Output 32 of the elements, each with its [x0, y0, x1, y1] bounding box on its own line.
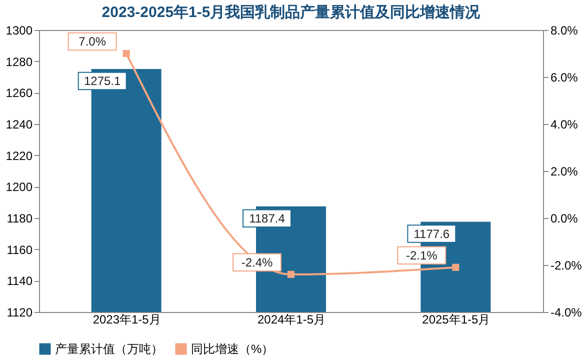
y-tick-label: 1140 — [6, 274, 33, 288]
x-tick-label: 2024年1-5月 — [257, 312, 326, 326]
data-label: 1177.6 — [414, 226, 450, 241]
y2-tick-label: -4.0% — [550, 306, 582, 320]
y2-tick-label: 0.0% — [550, 212, 578, 226]
point — [452, 264, 460, 271]
y-tick-label: 1200 — [6, 180, 33, 194]
y-tick-label: 1260 — [6, 86, 33, 100]
y2-tick-label: 4.0% — [550, 118, 578, 132]
x-tick-label: 2023年1-5月 — [92, 312, 161, 326]
data-label: -2.1% — [406, 248, 438, 262]
point — [287, 270, 295, 278]
y-tick-label: 1160 — [6, 242, 33, 257]
data-label: 7.0% — [78, 34, 106, 48]
y2-tick-label: 8.0% — [550, 24, 578, 38]
data-label: 1187.4 — [249, 211, 286, 226]
y-tick-label: 1240 — [6, 118, 33, 132]
legend-label: 同比增速（%） — [191, 342, 274, 356]
point — [122, 50, 130, 58]
y2-tick-label: 2.0% — [550, 164, 578, 178]
data-label: -2.4% — [241, 255, 273, 270]
data-label: 1275.1 — [84, 74, 122, 88]
y-tick-label: 1120 — [6, 306, 33, 320]
y-tick-label: 1280 — [6, 54, 33, 69]
y2-tick-label: 6.0% — [550, 70, 578, 84]
legend-label: 产量累计值（万吨） — [55, 342, 163, 356]
y-tick-label: 1300 — [6, 24, 33, 38]
y2-tick-label: -2.0% — [550, 258, 582, 272]
chart-title: 2023-2025年1-5月我国乳制品产量累计值及同比增速情况 — [102, 4, 482, 21]
y-tick-label: 1180 — [6, 212, 33, 226]
x-tick-label: 2025年1-5月 — [422, 312, 490, 326]
y-tick-label: 1220 — [6, 148, 33, 163]
